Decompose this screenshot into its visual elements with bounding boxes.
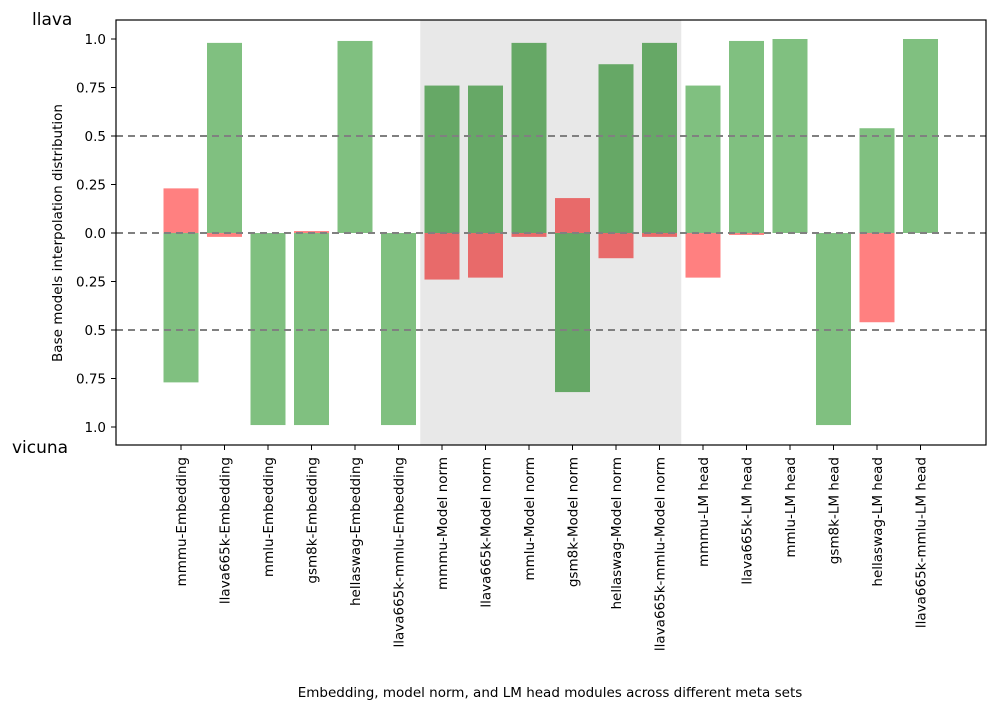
bottom-label: vicuna [12, 438, 68, 458]
x-tick-label-13: llava665k-LM head [740, 457, 756, 585]
x-tick-label-6: mmmu-Model norm [435, 457, 451, 590]
y-tick-label-6: 0.5 [85, 323, 106, 339]
x-tick-label-1: llava665k-Embedding [218, 457, 234, 604]
bar-green-10 [598, 64, 634, 233]
y-tick-label-0: 1.0 [85, 32, 106, 48]
bar-green-4 [337, 40, 373, 233]
bar-green-0 [163, 233, 199, 383]
y-axis-title: Base models interpolation distribution [50, 104, 66, 362]
x-tick-label-16: hellaswag-LM head [870, 457, 886, 587]
x-tick-label-8: mmlu-Model norm [522, 457, 538, 581]
bar-green-2 [250, 233, 286, 426]
bar-green-6 [424, 85, 460, 233]
x-tick-label-3: gsm8k-Embedding [305, 457, 321, 584]
bar-green-8 [511, 42, 547, 233]
y-tick-label-1: 0.75 [76, 81, 106, 97]
x-tick-label-2: mmlu-Embedding [261, 457, 277, 577]
bar-red-12 [685, 233, 721, 278]
x-tick-label-10: hellaswag-Model norm [609, 457, 625, 610]
bar-red-10 [598, 233, 634, 259]
x-tick-label-12: mmmu-LM head [696, 457, 712, 567]
bar-red-8 [511, 233, 547, 237]
x-tick-label-7: llava665k-Model norm [479, 457, 495, 608]
bar-green-7 [468, 85, 503, 233]
bar-red-7 [468, 233, 503, 278]
bar-green-15 [816, 233, 851, 426]
bar-red-11 [642, 233, 677, 237]
bar-red-0 [163, 188, 199, 233]
bar-red-1 [207, 233, 242, 237]
y-tick-label-8: 1.0 [85, 420, 106, 436]
x-tick-label-14: mmlu-LM head [783, 457, 799, 558]
x-tick-label-4: hellaswag-Embedding [348, 457, 364, 606]
x-tick-label-9: gsm8k-Model norm [566, 457, 582, 587]
x-tick-label-11: llava665k-mmlu-Model norm [653, 457, 669, 651]
y-tick-label-3: 0.25 [76, 178, 106, 194]
y-tick-label-7: 0.75 [76, 372, 106, 388]
x-tick-label-15: gsm8k-LM head [827, 457, 843, 564]
y-tick-label-4: 0.0 [85, 226, 106, 242]
bar-green-16 [859, 128, 895, 233]
x-axis-title: Embedding, model norm, and LM head modul… [298, 685, 803, 701]
x-tick-label-5: llava665k-mmlu-Embedding [392, 457, 408, 648]
x-tick-label-17: llava665k-mmlu-LM head [914, 457, 930, 628]
bar-green-12 [685, 85, 721, 233]
bar-red-16 [859, 233, 895, 323]
y-tick-label-2: 0.5 [85, 129, 106, 145]
bar-green-11 [642, 42, 677, 233]
bar-green-1 [207, 42, 242, 233]
top-label: llava [32, 10, 72, 30]
bar-red-6 [424, 233, 460, 280]
bar-green-9 [555, 233, 590, 393]
bar-red-9 [555, 198, 590, 233]
x-tick-label-0: mmmu-Embedding [174, 457, 190, 586]
y-tick-label-5: 0.25 [76, 275, 106, 291]
